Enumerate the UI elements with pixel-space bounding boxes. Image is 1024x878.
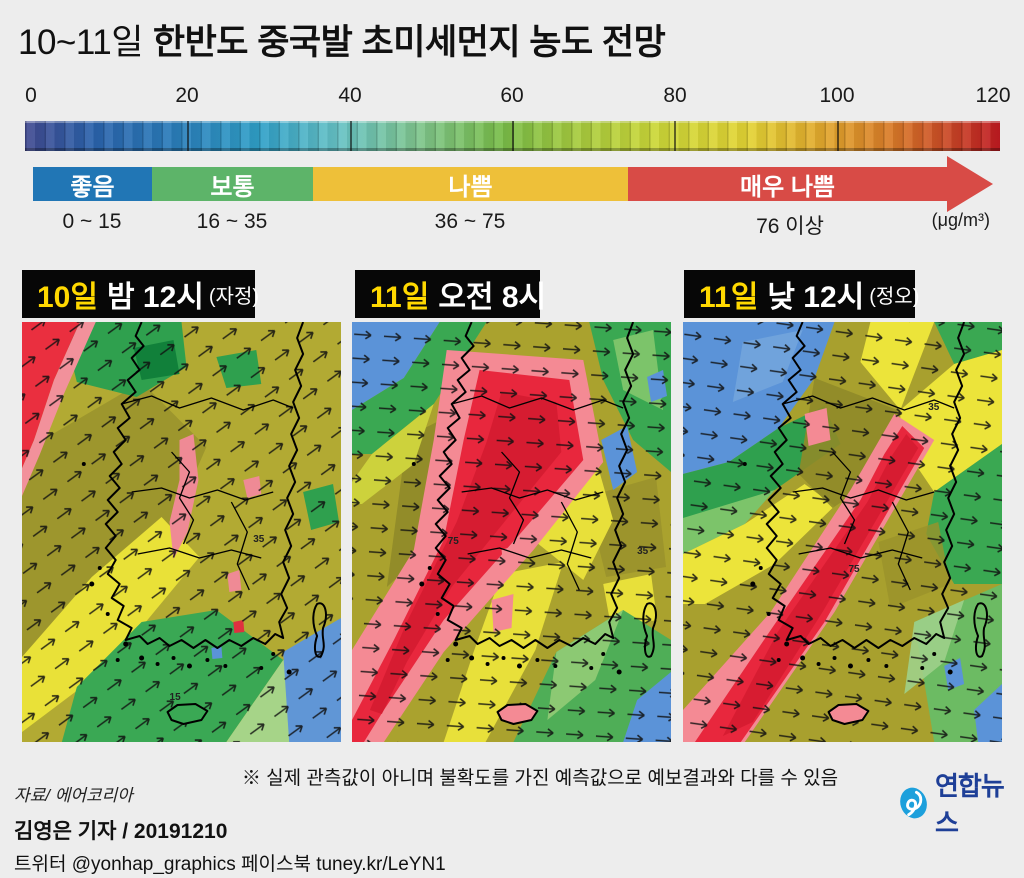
island-dots <box>81 462 292 675</box>
color-scale-bar <box>25 121 1000 151</box>
panel-header-1: 10일 밤 12시 (자정) <box>22 270 259 318</box>
wind-arrows-overlay <box>352 322 671 742</box>
range-bad: 36 ~ 75 <box>434 210 506 233</box>
legend-good: 좋음 <box>33 167 152 201</box>
title-date-range: 10~11일 <box>18 23 143 62</box>
unit-label: (μg/m³) <box>931 210 990 230</box>
panel-header-3: 11일 낮 12시 (정오) <box>684 270 919 318</box>
disclaimer-text: ※ 실제 관측값이 아니며 불확도를 가진 예측값으로 예보결과와 다를 수 있… <box>241 768 839 789</box>
panel2-time: 오전 8시 <box>438 281 547 314</box>
contour-label: 35 <box>637 546 649 557</box>
panel3-note: (정오) <box>869 285 920 308</box>
contour-label: 35 <box>928 402 940 413</box>
tick-120: 120 <box>975 84 1011 107</box>
agency-name: 연합뉴스 <box>935 771 1005 838</box>
tick-40: 40 <box>338 84 362 107</box>
title-main: 한반도 중국발 초미세먼지 농도 전망 <box>152 23 666 62</box>
panel2-day: 11일 <box>370 281 430 314</box>
social-links: 트위터 @yonhap_graphics 페이스북 tuney.kr/LeYN1 <box>14 854 446 875</box>
forecast-map-morning: 75 35 <box>352 322 671 742</box>
forecast-map-svg: 75 35 <box>352 322 671 742</box>
range-good: 0 ~ 15 <box>62 210 122 233</box>
coastline <box>104 322 327 725</box>
panel1-day: 10일 <box>37 281 98 314</box>
tick-100: 100 <box>819 84 855 107</box>
panel3-day: 11일 <box>699 281 759 314</box>
tick-60: 60 <box>500 84 524 107</box>
tick-80: 80 <box>663 84 687 107</box>
panel-header-2: 11일 오전 8시 <box>355 270 546 318</box>
coastline <box>765 322 988 725</box>
legend-arrow-icon <box>947 156 993 212</box>
panel3-time: 낮 12시 <box>767 281 865 314</box>
forecast-map-night: 35 15 <box>22 322 341 742</box>
island-dots <box>411 462 622 675</box>
page-title: 10~11일 한반도 중국발 초미세먼지 농도 전망 <box>18 14 666 65</box>
island-dots <box>742 462 953 675</box>
wind-arrows-overlay <box>683 322 1002 742</box>
legend-bad: 나쁨 <box>313 167 628 201</box>
forecast-map-svg: 75 35 <box>683 322 1002 742</box>
forecast-map-noon: 75 35 <box>683 322 1002 742</box>
byline: 김영은 기자 / 20191210 <box>14 820 228 843</box>
legend-ranges: 0 ~ 15 16 ~ 35 36 ~ 75 76 이상 (μg/m³) <box>33 210 992 238</box>
legend-moderate: 보통 <box>152 167 313 201</box>
contour-label: 35 <box>253 534 265 545</box>
panel1-time: 밤 12시 <box>106 281 204 314</box>
yonhap-logo: 연합뉴스 <box>898 766 1024 840</box>
legend-category-bar: 좋음 보통 나쁨 매우 나쁨 <box>33 156 993 212</box>
contour-labels: 75 35 <box>848 402 939 575</box>
contour-label: 75 <box>848 564 860 575</box>
contour-labels: 75 35 <box>448 536 649 557</box>
contour-labels: 35 15 <box>170 534 265 703</box>
legend-very-bad: 매우 나쁨 <box>628 167 947 201</box>
contour-label: 75 <box>448 536 460 547</box>
range-very-bad: 76 이상 <box>756 215 824 238</box>
range-moderate: 16 ~ 35 <box>196 210 268 233</box>
contour-label: 15 <box>170 692 182 703</box>
yonhap-logo-icon <box>900 787 927 819</box>
forecast-map-svg: 35 15 <box>22 322 341 742</box>
colorbar-ticks: 0 20 40 60 80 100 120 <box>0 84 1024 110</box>
tick-0: 0 <box>25 84 37 107</box>
data-source: 자료/ 에어코리아 <box>14 786 133 805</box>
tick-20: 20 <box>175 84 199 107</box>
wind-arrows-overlay <box>22 322 341 742</box>
coastline <box>434 322 657 725</box>
panel1-note: (자정) <box>208 285 260 308</box>
